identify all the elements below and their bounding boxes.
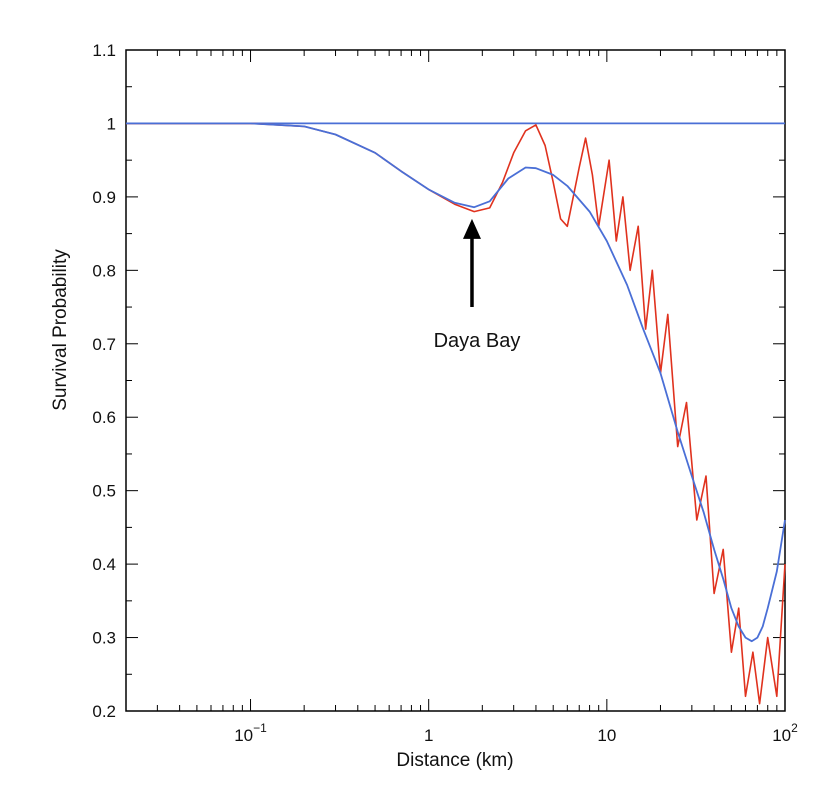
x-tick-label: 1	[424, 726, 433, 745]
y-tick-label: 0.4	[92, 555, 116, 574]
x-tick-base: 10	[772, 726, 791, 745]
series-layer	[126, 122, 786, 705]
x-tick-base: 1	[424, 726, 433, 745]
y-axis-title: Survival Probability	[50, 249, 71, 411]
minor-ticks	[125, 50, 778, 711]
x-tick-exponent: −1	[253, 721, 267, 735]
y-tick-label: 1	[107, 114, 116, 133]
x-tick-label: 10−1	[234, 721, 267, 745]
x-tick-exponent: 2	[791, 721, 798, 735]
annotation-layer: Daya Bay	[434, 218, 521, 352]
x-tick-base: 10	[597, 726, 616, 745]
y-axis-ticks: 0.2 0.3 0.4 0.5 0.6 0.7 0.8 0.9 1 1.1	[92, 41, 785, 721]
x-tick-base: 10	[234, 726, 253, 745]
x-axis-title: Distance (km)	[396, 750, 513, 771]
y-tick-label: 0.7	[92, 335, 116, 354]
series-line-2	[126, 122, 786, 643]
series-line-1	[126, 122, 786, 705]
x-tick-label: 102	[772, 721, 798, 745]
plot-area	[125, 49, 786, 712]
y-tick-label: 0.6	[92, 408, 116, 427]
y-tick-label: 0.2	[92, 702, 116, 721]
y-tick-label: 1.1	[92, 41, 116, 60]
y-tick-label: 0.9	[92, 188, 116, 207]
x-tick-label: 10	[597, 726, 616, 745]
arrow-head	[462, 218, 481, 239]
y-tick-label: 0.8	[92, 261, 116, 280]
annotation-label: Daya Bay	[434, 330, 521, 352]
y-tick-label: 0.5	[92, 482, 116, 501]
y-tick-label: 0.3	[92, 629, 116, 648]
x-axis-ticks: 10−1 1 10 102	[234, 721, 798, 745]
